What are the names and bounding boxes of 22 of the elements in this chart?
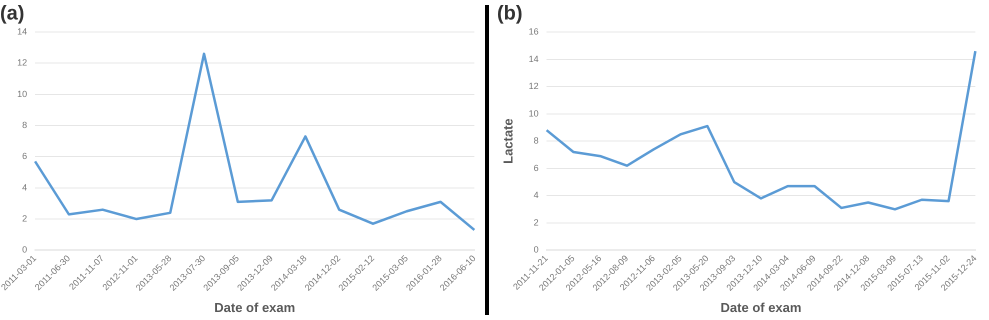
y-tick-label: 0 xyxy=(534,244,539,255)
y-axis-title: Lactate xyxy=(500,118,516,164)
y-tick-label: 0 xyxy=(22,244,28,255)
y-tick-label: 10 xyxy=(17,88,28,99)
y-tick-label: 8 xyxy=(22,120,28,130)
y-tick-label: 12 xyxy=(528,81,539,92)
y-tick-label: 8 xyxy=(534,136,539,146)
y-tick-label: 4 xyxy=(534,190,539,200)
y-tick-label: 14 xyxy=(528,54,539,64)
y-tick-label: 14 xyxy=(17,26,28,36)
y-tick-label: 12 xyxy=(17,58,28,68)
x-axis-title: Date of exam xyxy=(720,300,802,315)
y-tick-label: 2 xyxy=(534,217,539,228)
chart-title: (a) xyxy=(0,2,24,25)
y-tick-label: 2 xyxy=(22,214,28,224)
x-axis-title: Date of exam xyxy=(214,300,296,315)
chart-title: (b) xyxy=(497,2,523,25)
y-tick-label: 6 xyxy=(534,162,539,173)
y-tick-label: 16 xyxy=(528,26,539,36)
y-tick-label: 6 xyxy=(22,151,28,162)
y-tick-label: 10 xyxy=(528,108,539,118)
y-tick-label: 4 xyxy=(22,182,28,192)
